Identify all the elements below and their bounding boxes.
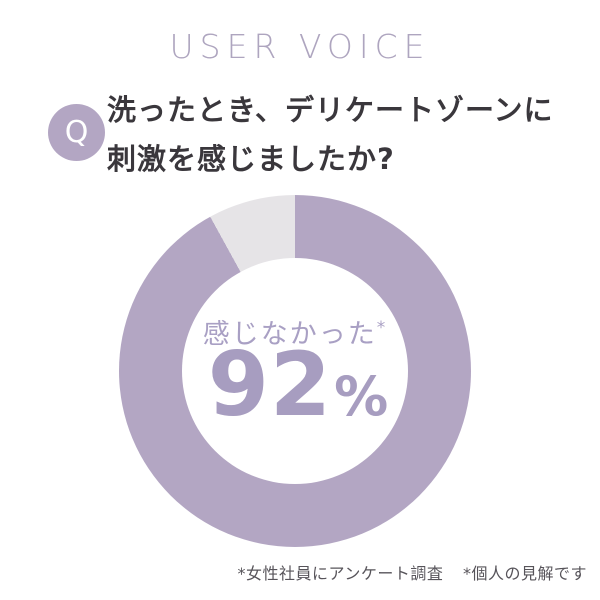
donut-center-label: 感じなかった* — [119, 311, 471, 352]
donut-center-value: 92 % — [125, 341, 471, 429]
donut-center-percent-sign: % — [334, 365, 389, 428]
question-line-1: 洗ったとき、デリケートゾーンに — [107, 93, 554, 127]
footnote-survey: *女性社員にアンケート調査 — [237, 564, 444, 583]
donut-center-label-text: 感じなかった — [202, 319, 377, 350]
donut-chart: 感じなかった* 92 % — [119, 195, 471, 547]
asterisk-mark: * — [376, 318, 388, 338]
footnote: *女性社員にアンケート調査 *個人の見解です — [238, 560, 587, 584]
footnote-opinion: *個人の見解です — [462, 564, 587, 583]
question-icon-letter: Q — [64, 114, 89, 150]
question-text: 洗ったとき、デリケートゾーンに 刺激を感じましたか? — [107, 86, 587, 184]
question-icon: Q — [48, 104, 105, 161]
donut-hole — [182, 258, 408, 484]
donut-center-percent-number: 92 — [207, 333, 333, 436]
page-title: USER VOICE — [169, 27, 431, 66]
question-line-2: 刺激を感じましたか? — [107, 142, 395, 176]
